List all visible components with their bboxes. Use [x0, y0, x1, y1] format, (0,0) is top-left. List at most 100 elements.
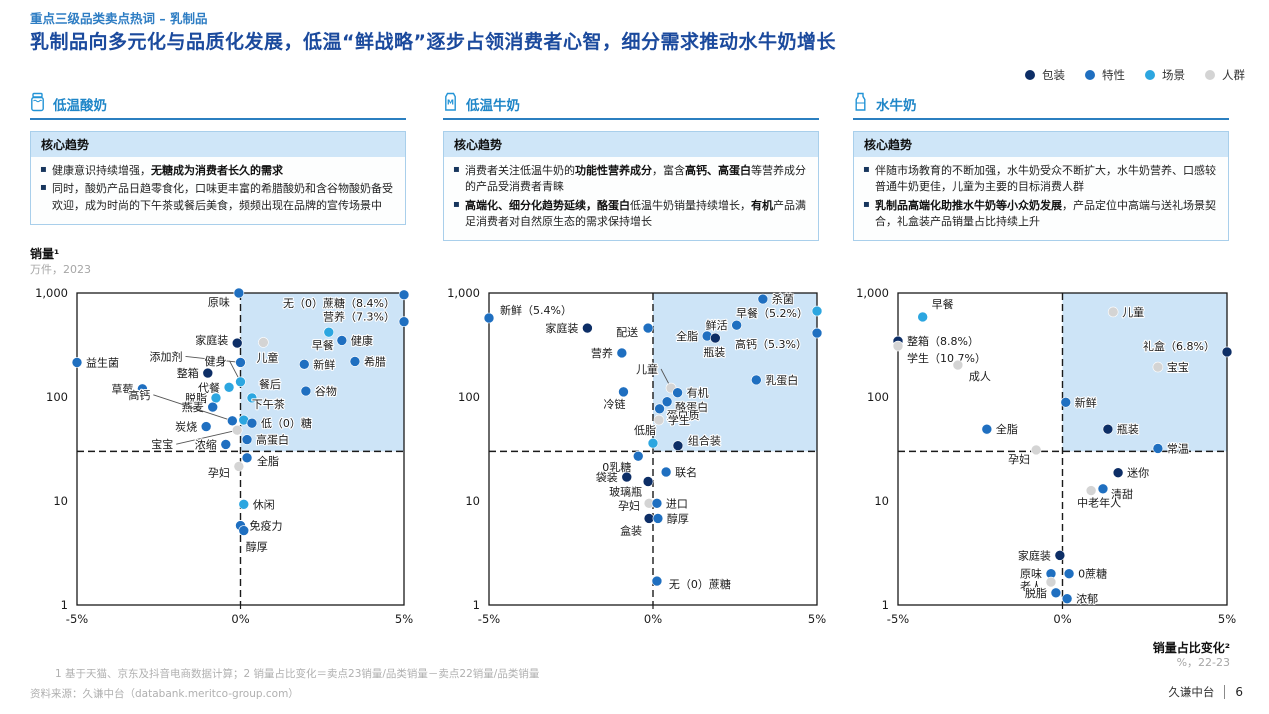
scatter-point — [398, 289, 410, 301]
x-axis-tick-label: -5% — [478, 612, 500, 626]
scatter-point — [1085, 485, 1097, 496]
scatter-point — [643, 513, 655, 524]
scatter-point — [336, 335, 348, 346]
point-label: 蛋白质 — [667, 408, 700, 422]
svg-text:M: M — [447, 98, 454, 106]
scatter-point — [582, 322, 593, 334]
point-label: 乳蛋白 — [765, 373, 798, 387]
point-label: 杀菌 — [772, 292, 794, 306]
scatter-point — [241, 452, 253, 464]
page-number: 6 — [1235, 685, 1243, 699]
footnote: 1 基于天猫、京东及抖音电商数据计算；2 销量占比变化＝卖点23销量/品类销量－… — [55, 668, 540, 680]
scatter-point — [952, 359, 964, 371]
point-label: 整箱 — [177, 366, 199, 380]
point-label: 宝宝 — [151, 437, 173, 451]
section-low-temp-milk: M 低温牛奶 核心趋势 消费者关注低温牛奶的功能性营养成分，富含高钙、高蛋白等营… — [443, 92, 819, 242]
point-label: 全脂 — [996, 422, 1018, 436]
point-label: 冷链 — [603, 397, 625, 411]
scatter-point — [632, 450, 644, 462]
point-label: 原味 — [208, 296, 230, 309]
section-label: 水牛奶 — [876, 97, 917, 114]
trend-box: 核心趋势 消费者关注低温牛奶的功能性营养成分，富含高钙、高蛋白等营养成分的产品受… — [443, 131, 819, 242]
x-axis-tick-label: 0% — [1053, 612, 1071, 626]
scatter-point — [300, 385, 312, 397]
point-label: 高蛋白 — [256, 433, 289, 447]
point-label: 低（0）糖 — [261, 416, 312, 430]
trend-box-title: 核心趋势 — [854, 132, 1228, 157]
scatter-point — [757, 293, 769, 305]
point-label: 浓缩 — [195, 438, 217, 451]
point-label: 原味 — [1020, 568, 1042, 581]
scatter-point — [258, 337, 269, 348]
scatter-point — [811, 305, 823, 317]
legend-label: 场景 — [1162, 68, 1185, 82]
scatter-point — [349, 356, 361, 367]
point-label: 盒装 — [620, 523, 642, 537]
scatter-point — [660, 466, 672, 478]
scatter-point — [298, 359, 310, 370]
scatter-point — [483, 312, 495, 324]
section-buffalo-milk: 水牛奶 核心趋势 伴随市场教育的不断加强，水牛奶受众不断扩大，水牛奶营养、口感较… — [853, 92, 1229, 242]
y-axis-tick-label: 10 — [53, 494, 68, 508]
scatter-point — [323, 326, 335, 338]
point-label: 全脂 — [257, 454, 279, 468]
point-label: 中老年人 — [1077, 496, 1121, 510]
y-axis-tick-label: 10 — [465, 494, 480, 508]
y-axis-tick-label: 10 — [874, 494, 889, 508]
trend-bullet: 健康意识持续增强，无糖成为消费者长久的需求 — [40, 163, 395, 179]
scatter-point — [1061, 593, 1073, 604]
scatter-point — [1107, 306, 1119, 318]
trend-bullet: 同时，酸奶产品日趋零食化，口味更丰富的希腊酸奶和含谷物酸奶备受欢迎，成为时尚的下… — [40, 181, 395, 214]
trend-bullet: 高端化、细分化趋势延续，酪蛋白低温牛奶销量持续增长，有机产品满足消费者对自然原生… — [453, 198, 808, 231]
scatter-point — [238, 498, 250, 510]
scatter-point — [223, 381, 235, 393]
scatter-point — [246, 417, 258, 429]
point-label: 学生（10.7%） — [907, 351, 986, 365]
x-axis-tick-label: 5% — [1218, 612, 1236, 626]
point-label: 健身 — [205, 354, 227, 368]
point-label: 免疫力 — [250, 519, 283, 533]
legend-dot-icon — [1025, 70, 1035, 80]
scatter-point — [71, 357, 83, 368]
point-label: 常温 — [1167, 442, 1189, 455]
point-label: 瓶装 — [703, 345, 725, 359]
legend-dot-icon — [1145, 70, 1155, 80]
trend-box: 核心趋势 伴随市场教育的不断加强，水牛奶受众不断扩大，水牛奶营养、口感较普通牛奶… — [853, 131, 1229, 242]
y-axis-title-text: 销量¹ — [30, 247, 60, 261]
point-label: 新鲜 — [1075, 395, 1097, 409]
scatter-point — [710, 332, 721, 344]
scatter-point — [210, 392, 222, 404]
scatter-point — [202, 367, 214, 379]
x-axis-tick-label: 5% — [808, 612, 826, 626]
scatter-point — [618, 386, 629, 398]
point-label: 0乳糖 — [602, 460, 631, 474]
x-axis-tick-label: 0% — [644, 612, 662, 626]
y-axis-unit: 万件，2023 — [30, 262, 91, 276]
section-label: 低温酸奶 — [53, 97, 107, 114]
point-label: 浓郁 — [1076, 592, 1098, 606]
scatter-point — [137, 383, 148, 395]
scatter-point — [1221, 346, 1233, 358]
x-axis-unit: %，22-23 — [1176, 656, 1230, 670]
legend-item-feat: 特性 — [1085, 67, 1125, 83]
point-label: 家庭装 — [545, 321, 578, 335]
milk-carton-icon: M — [443, 92, 458, 116]
point-label: 全脂 — [676, 329, 698, 343]
trend-bullet: 乳制品高端化助推水牛奶等小众奶发展，产品定位中高端与送礼场景契合，礼盒装产品销量… — [863, 198, 1218, 231]
point-label: 早餐 — [312, 338, 334, 352]
trend-bullet: 消费者关注低温牛奶的功能性营养成分，富含高钙、高蛋白等营养成分的产品受消费者青睐 — [453, 163, 808, 196]
trend-box: 核心趋势 健康意识持续增强，无糖成为消费者长久的需求同时，酸奶产品日趋零食化，口… — [30, 131, 406, 225]
point-label: 脱脂 — [1025, 586, 1047, 600]
point-label: 整箱（8.8%） — [907, 334, 979, 348]
page-divider — [1224, 685, 1226, 699]
point-label: 进口 — [666, 497, 688, 510]
yogurt-jar-icon — [30, 92, 45, 116]
point-label: 迷你 — [1127, 467, 1149, 480]
trend-box-title: 核心趋势 — [31, 132, 405, 157]
scatter-point — [651, 498, 663, 509]
y-axis-tick-label: 1,000 — [856, 286, 889, 300]
scatter-point — [220, 439, 232, 450]
point-label: 家庭装 — [1018, 548, 1051, 562]
